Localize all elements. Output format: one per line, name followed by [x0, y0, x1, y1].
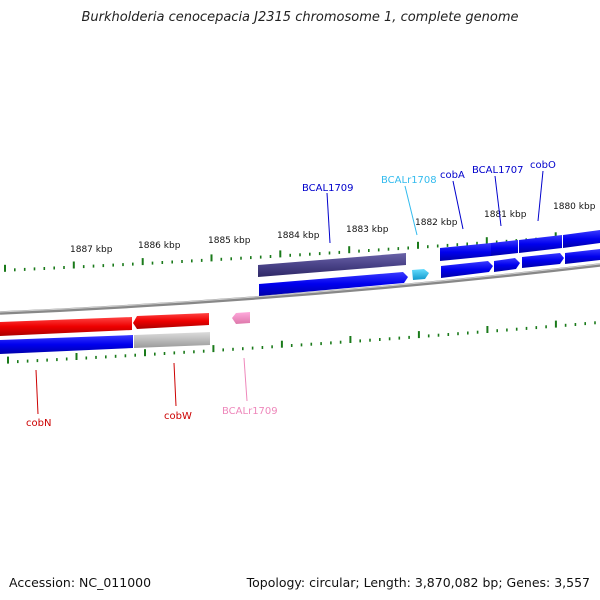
label-leader: [452, 180, 464, 230]
accession-label: Accession: NC_011000: [9, 575, 152, 590]
gene-label-cobO[interactable]: cobO: [530, 160, 556, 171]
scale-ticks-bottom: [7, 320, 596, 364]
genome-summary-label: Topology: circular; Length: 3,870,082 bp…: [246, 575, 590, 590]
gene-feature-block[interactable]: [563, 230, 600, 248]
gene-label-cobA[interactable]: cobA: [440, 170, 465, 181]
scale-label: 1884 kbp: [277, 231, 320, 241]
gene-feature-cobA-inner[interactable]: [441, 261, 493, 278]
genome-backbone-highlight: [0, 263, 600, 313]
scale-label: 1886 kbp: [138, 241, 181, 251]
label-leader: [494, 175, 502, 227]
gene-feature-cobO[interactable]: [522, 253, 564, 268]
gene-feature-bcalr1708[interactable]: [412, 269, 429, 280]
bottom-strand-features: [0, 312, 250, 354]
label-leader: [173, 362, 177, 407]
scale-label: 1880 kbp: [553, 202, 596, 212]
map-title: Burkholderia cenocepacia J2315 chromosom…: [81, 10, 519, 25]
gene-label-cobW[interactable]: cobW: [164, 411, 192, 422]
scale-labels: 1887 kbp 1886 kbp 1885 kbp 1884 kbp 1883…: [70, 202, 596, 255]
top-gene-labels: BCAL1709 BCALr1708 cobA BCAL1707 cobO: [302, 160, 556, 244]
label-leader: [326, 192, 331, 244]
gene-feature-cobN[interactable]: [0, 317, 132, 336]
gene-label-bcalr1709[interactable]: BCALr1709: [222, 406, 278, 417]
scale-label: 1887 kbp: [70, 245, 113, 255]
gene-feature-cobA[interactable]: [440, 243, 491, 261]
top-strand-features: [258, 230, 600, 296]
gene-feature-bcal1709[interactable]: [259, 272, 408, 296]
scale-label: 1885 kbp: [208, 236, 251, 246]
gene-feature-block[interactable]: [519, 235, 562, 253]
scale-label: 1883 kbp: [346, 225, 389, 235]
genome-backbone: [0, 263, 600, 315]
gene-feature-bcal1707[interactable]: [494, 258, 520, 272]
gene-feature-block[interactable]: [491, 240, 518, 256]
gene-feature-bcalr1709[interactable]: [232, 312, 250, 324]
label-leader: [243, 357, 248, 402]
scale-label: 1881 kbp: [484, 210, 527, 220]
gene-feature-block[interactable]: [565, 249, 600, 264]
gene-label-cobN[interactable]: cobN: [26, 418, 51, 429]
bottom-gene-labels: cobN cobW BCALr1709: [26, 357, 278, 429]
label-leader: [35, 369, 39, 415]
gene-feature-grey[interactable]: [134, 332, 210, 348]
label-leader: [404, 185, 418, 236]
label-leader: [537, 170, 544, 222]
gene-feature-cobW[interactable]: [133, 313, 209, 329]
gene-label-bcalr1708[interactable]: BCALr1708: [381, 175, 437, 186]
gene-label-bcal1709[interactable]: BCAL1709: [302, 183, 354, 194]
gene-feature-pseudo[interactable]: [258, 253, 406, 277]
gene-label-bcal1707[interactable]: BCAL1707: [472, 165, 524, 176]
gene-feature-cobN-forward[interactable]: [0, 335, 133, 354]
scale-label: 1882 kbp: [415, 218, 458, 228]
